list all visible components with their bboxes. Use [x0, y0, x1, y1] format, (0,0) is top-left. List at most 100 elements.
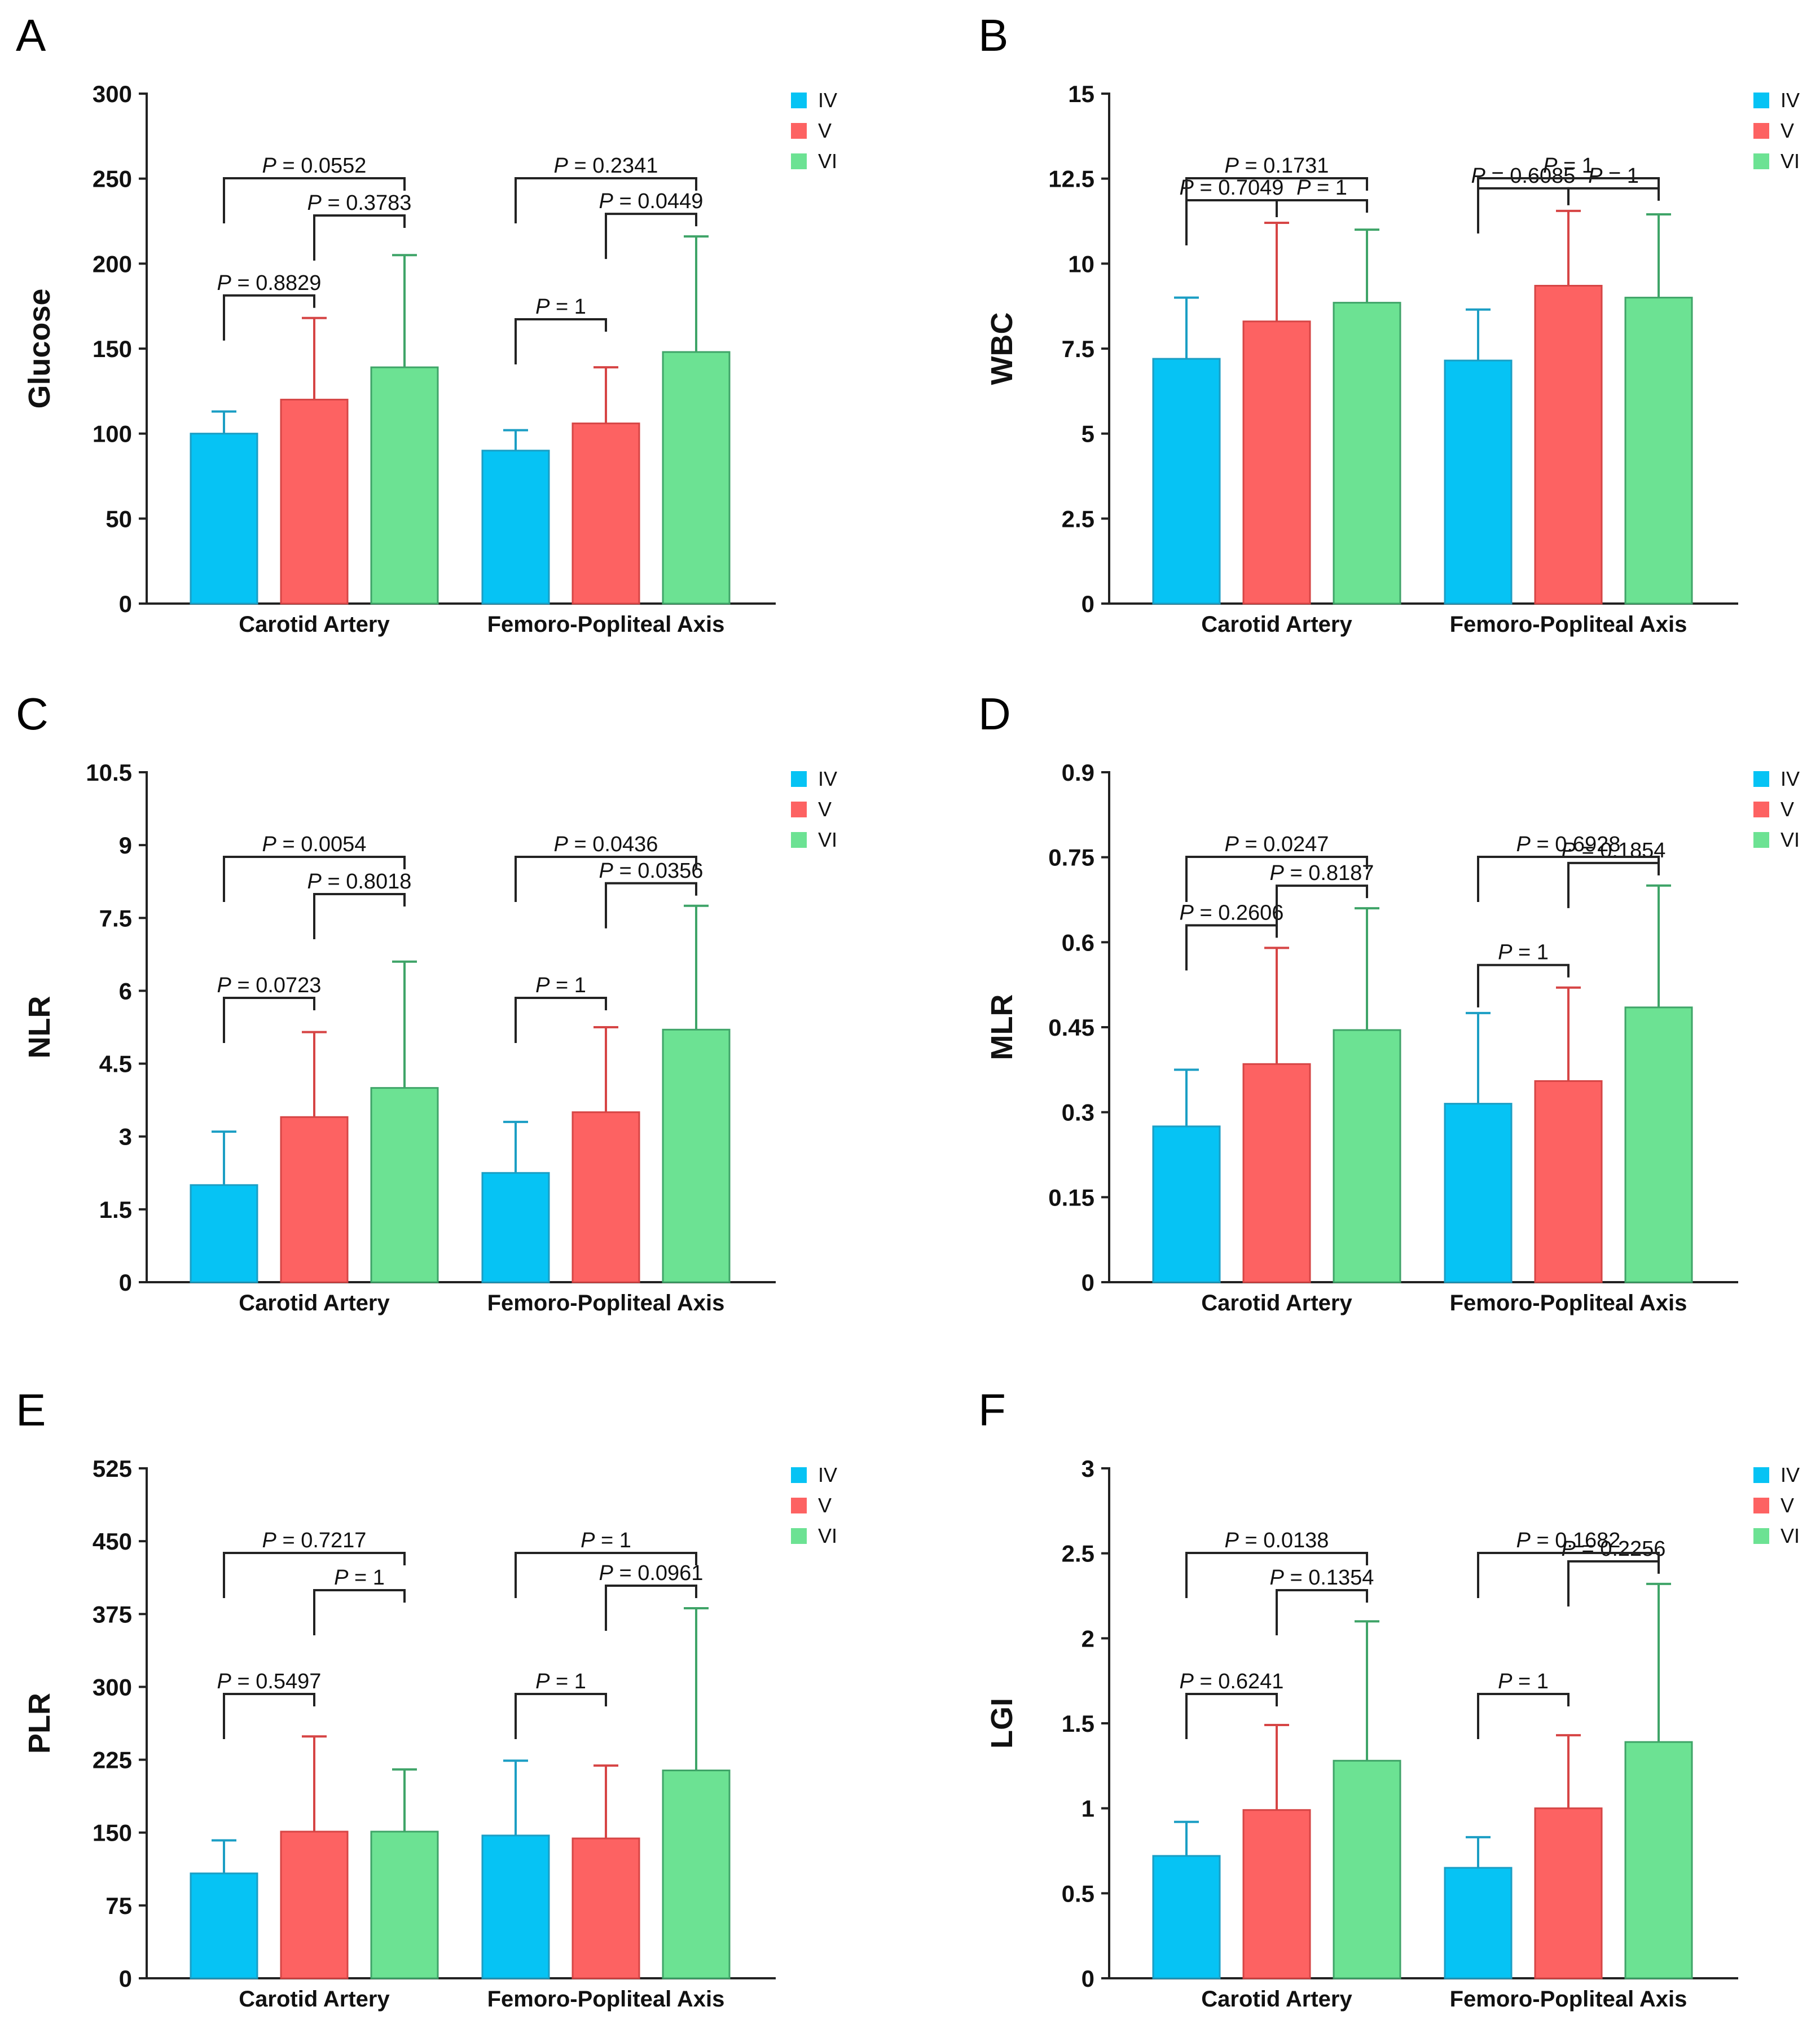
p-value-prefix: P: [1296, 176, 1311, 200]
p-value-prefix: P: [262, 833, 277, 856]
significance-bracket: [1185, 1552, 1368, 1598]
y-tick-label: 1: [1082, 1796, 1094, 1822]
legend-label: VI: [818, 828, 837, 851]
y-tick-label: 75: [105, 1893, 132, 1919]
bar-v: [1534, 285, 1603, 605]
category-label: Femoro-Popliteal Axis: [1450, 612, 1687, 637]
legend-label: VI: [1781, 149, 1800, 173]
y-tick-label: 0.15: [1048, 1184, 1094, 1211]
legend-label: V: [818, 798, 832, 821]
panel-letter: E: [16, 1385, 46, 1435]
y-tick-label: 2.5: [1062, 505, 1094, 532]
legend-swatch-iv: [791, 771, 807, 787]
legend-label: IV: [818, 767, 837, 790]
significance-bracket: [1276, 1589, 1368, 1635]
p-value-prefix: P: [1562, 839, 1576, 863]
p-value-text: = 0.2256: [1576, 1537, 1666, 1561]
category-label: Femoro-Popliteal Axis: [487, 1987, 725, 2012]
bar-iv: [190, 433, 258, 605]
y-tick-label: 0: [1082, 591, 1094, 617]
p-value-text: = 0.0247: [1239, 833, 1329, 856]
bar-iv: [481, 1172, 550, 1283]
p-value-text: = 1: [1602, 164, 1638, 188]
y-axis-label: LGI: [985, 1698, 1019, 1749]
legend-swatch-iv: [1753, 1467, 1769, 1483]
p-value-prefix: P: [1180, 901, 1194, 925]
p-value-text: = 0.3783: [322, 191, 412, 215]
p-value-text: = 0.8018: [322, 870, 412, 894]
p-value-label: P = 0.6928: [1516, 833, 1621, 856]
y-tick-label: 0: [1082, 1269, 1094, 1296]
p-value-prefix: P: [1588, 164, 1603, 188]
p-value-text: = 0.6241: [1194, 1670, 1284, 1693]
legend-swatch-vi: [1753, 153, 1769, 169]
category-label: Carotid Artery: [239, 1987, 390, 2012]
bar-v: [1534, 1080, 1603, 1283]
significance-bracket: [1185, 856, 1368, 902]
category-label: Femoro-Popliteal Axis: [1450, 1291, 1687, 1315]
p-value-text: = 0.0961: [613, 1561, 704, 1585]
significance-bracket: [515, 177, 697, 223]
panel-B: B WBC 0 2.5 5 7.5 10 12.5 15 Carotid Artery Femoro…: [978, 10, 1800, 637]
bar-v: [280, 398, 349, 605]
p-value-prefix: P: [217, 1670, 232, 1693]
legend-label: VI: [1781, 828, 1800, 851]
p-value-text: = 0.0723: [231, 974, 322, 997]
p-value-label: P = 1: [535, 974, 586, 997]
p-value-text: = 1: [1557, 154, 1593, 178]
p-value-label: P = 0.6085: [1471, 164, 1576, 188]
p-value-label: P = 0.7049: [1180, 176, 1284, 200]
bar-vi: [1624, 1006, 1693, 1283]
bar-vi: [662, 1028, 731, 1283]
bar-vi: [370, 1830, 439, 1979]
bar-vi: [1624, 1741, 1693, 1979]
y-tick-label: 3: [1082, 1455, 1094, 1482]
legend-swatch-vi: [791, 832, 807, 848]
significance-bracket: [1185, 199, 1278, 246]
p-value-text: = 1: [1311, 176, 1347, 200]
panel-F: F LGI 0 0.5 1 1.5 2 2.5 3 Carotid Artery Femoro-Po…: [978, 1385, 1800, 2012]
bar-v: [1242, 320, 1311, 605]
p-value-prefix: P: [1543, 154, 1558, 178]
y-tick-label: 1.5: [99, 1196, 132, 1223]
y-tick-label: 525: [93, 1455, 132, 1482]
p-value-text: = 1: [549, 295, 586, 319]
p-value-prefix: P: [1270, 861, 1285, 885]
legend-swatch-vi: [791, 153, 807, 169]
y-tick-label: 450: [93, 1528, 132, 1555]
bar-iv: [1152, 1855, 1221, 1979]
p-value-label: P = 0.0356: [599, 859, 704, 883]
p-value-prefix: P: [1562, 1537, 1576, 1561]
y-axis-label: Glucose: [23, 288, 56, 408]
significance-bracket: [223, 997, 315, 1043]
bar-v: [1242, 1063, 1311, 1283]
legend-label: V: [818, 1494, 832, 1517]
p-value-text: = 0.1682: [1531, 1529, 1621, 1552]
bar-vi: [662, 351, 731, 605]
p-value-label: P = 0.1354: [1270, 1566, 1374, 1590]
p-value-text: = 0.0449: [613, 190, 704, 213]
significance-bracket: [1477, 1693, 1570, 1739]
p-value-label: P = 0.2341: [554, 154, 658, 178]
p-value-prefix: P: [334, 1566, 349, 1590]
bar-iv: [190, 1184, 258, 1283]
p-value-label: P = 0.2606: [1180, 901, 1284, 925]
legend-swatch-v: [1753, 802, 1769, 817]
legend-swatch-iv: [791, 1467, 807, 1483]
y-tick-label: 5: [1082, 421, 1094, 447]
p-value-prefix: P: [217, 974, 232, 997]
panel-A: A Glucose 0 50 100 150 200 250 300 Carotid Artery…: [16, 10, 837, 637]
bar-iv: [1444, 359, 1513, 605]
significance-bracket: [1477, 963, 1570, 1007]
p-value-label: P = 0.0552: [262, 154, 367, 178]
y-tick-label: 0.6: [1062, 929, 1094, 956]
p-value-text: = 0.7217: [276, 1529, 367, 1552]
legend-swatch-iv: [791, 93, 807, 108]
panel-D: D MLR 0 0.15 0.3 0.45 0.6 0.75 0.9 Carotid Artery…: [978, 689, 1800, 1315]
p-value-text: = 0.5497: [231, 1670, 322, 1693]
y-axis-label: MLR: [985, 995, 1019, 1060]
bar-iv: [1152, 358, 1221, 605]
p-value-prefix: P: [581, 1529, 595, 1552]
p-value-prefix: P: [599, 1561, 614, 1585]
legend-swatch-v: [791, 1498, 807, 1513]
